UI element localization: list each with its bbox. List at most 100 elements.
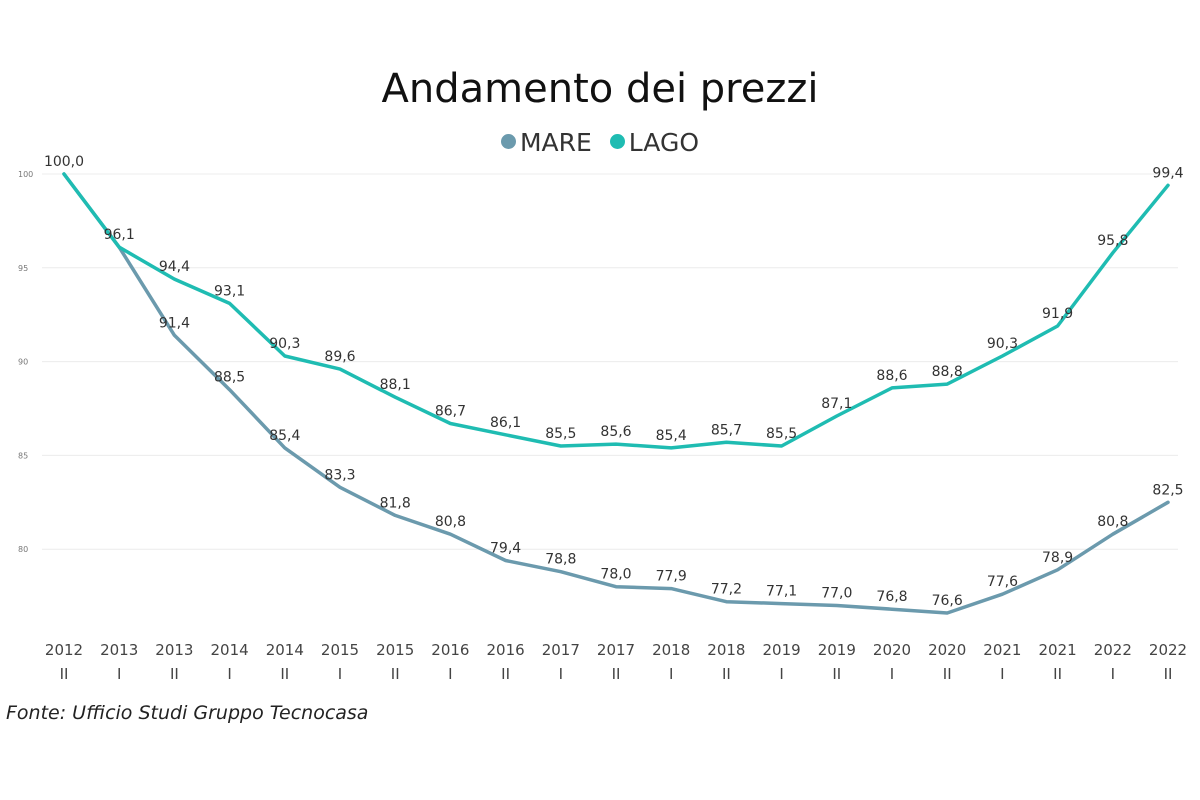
x-tick-half-1: I — [117, 665, 121, 683]
x-tick-year-15: 2020 — [873, 641, 911, 659]
x-tick-year-0: 2012 — [45, 641, 83, 659]
x-tick-year-12: 2018 — [707, 641, 745, 659]
x-tick-half-14: II — [832, 665, 841, 683]
x-tick-half-8: II — [501, 665, 510, 683]
data-label-mare-5: 83,3 — [324, 467, 355, 483]
x-tick-half-20: II — [1164, 665, 1173, 683]
x-tick-half-3: I — [227, 665, 231, 683]
data-label-mare-20: 82,5 — [1152, 482, 1183, 498]
x-tick-year-6: 2015 — [376, 641, 414, 659]
x-tick-year-7: 2016 — [431, 641, 469, 659]
data-label-lago-20: 99,4 — [1152, 165, 1183, 181]
data-label-lago-2: 94,4 — [159, 259, 190, 275]
x-tick-half-10: II — [612, 665, 621, 683]
y-tick-label-90: 90 — [18, 358, 28, 367]
data-label-mare-12: 77,2 — [711, 582, 742, 598]
x-tick-half-19: I — [1111, 665, 1115, 683]
data-label-mare-18: 78,9 — [1042, 550, 1073, 566]
x-tick-year-20: 2022 — [1149, 641, 1187, 659]
data-label-lago-13: 85,5 — [766, 426, 797, 442]
y-axis-ticks: 100 95 90 85 80 — [18, 170, 33, 554]
data-label-lago-0: 100,0 — [44, 154, 84, 170]
legend-dot-lago-icon — [609, 134, 625, 149]
data-label-lago-17: 90,3 — [987, 336, 1018, 352]
data-label-mare-6: 81,8 — [380, 495, 411, 511]
x-tick-year-2: 2013 — [155, 641, 193, 659]
x-tick-half-16: II — [943, 665, 952, 683]
legend-label-mare: MARE — [519, 128, 592, 157]
data-labels: 91,4 88,5 85,4 83,3 81,8 80,8 79,4 78,8 78,0 77,9… — [44, 154, 1184, 609]
x-tick-half-6: II — [391, 665, 400, 683]
data-label-lago-19: 95,8 — [1097, 233, 1128, 249]
y-tick-label-100: 100 — [18, 170, 33, 179]
y-tick-label-80: 80 — [18, 545, 28, 554]
data-label-lago-8: 86,1 — [490, 415, 521, 431]
x-tick-half-13: I — [779, 665, 783, 683]
data-label-lago-7: 86,7 — [435, 404, 466, 420]
legend-label-lago: LAGO — [628, 128, 699, 157]
x-tick-year-11: 2018 — [652, 641, 690, 659]
data-label-lago-6: 88,1 — [380, 377, 411, 393]
data-label-lago-16: 88,8 — [932, 364, 963, 380]
x-tick-half-11: I — [669, 665, 673, 683]
x-tick-year-14: 2019 — [818, 641, 856, 659]
x-tick-year-3: 2014 — [211, 641, 249, 659]
series-line-mare — [62, 172, 1170, 615]
series-line-lago — [62, 172, 1170, 450]
x-tick-half-7: I — [448, 665, 452, 683]
data-label-lago-14: 87,1 — [821, 396, 852, 412]
source-note: Fonte: Ufficio Studi Gruppo Tecnocasa — [6, 702, 369, 724]
x-tick-year-13: 2019 — [763, 641, 801, 659]
x-tick-year-5: 2015 — [321, 641, 359, 659]
data-label-mare-7: 80,8 — [435, 514, 466, 530]
data-label-mare-17: 77,6 — [987, 574, 1018, 590]
data-label-lago-9: 85,5 — [545, 426, 576, 442]
x-tick-year-9: 2017 — [542, 641, 580, 659]
x-tick-year-16: 2020 — [928, 641, 966, 659]
y-tick-label-85: 85 — [18, 451, 28, 460]
data-label-mare-2: 91,4 — [159, 315, 190, 331]
x-tick-half-0: II — [60, 665, 69, 683]
data-label-lago-3: 93,1 — [214, 283, 245, 299]
x-tick-half-17: I — [1000, 665, 1004, 683]
x-tick-year-1: 2013 — [100, 641, 138, 659]
data-label-mare-4: 85,4 — [269, 428, 300, 444]
data-label-mare-14: 77,0 — [821, 585, 852, 601]
data-label-mare-19: 80,8 — [1097, 514, 1128, 530]
data-label-lago-5: 89,6 — [324, 349, 355, 365]
data-label-mare-11: 77,9 — [656, 569, 687, 585]
x-tick-year-18: 2021 — [1039, 641, 1077, 659]
data-label-lago-18: 91,9 — [1042, 306, 1073, 322]
x-tick-half-5: I — [338, 665, 342, 683]
data-label-lago-4: 90,3 — [269, 336, 300, 352]
x-tick-year-8: 2016 — [487, 641, 525, 659]
data-label-mare-9: 78,8 — [545, 552, 576, 568]
chart-title: Andamento dei prezzi — [381, 66, 819, 112]
legend-dot-mare-icon — [500, 134, 516, 149]
x-tick-half-2: II — [170, 665, 179, 683]
data-label-mare-15: 76,8 — [876, 589, 907, 605]
data-label-mare-10: 78,0 — [600, 567, 631, 583]
y-tick-label-95: 95 — [18, 264, 28, 273]
data-label-lago-10: 85,6 — [600, 424, 631, 440]
x-axis-ticks: 2012II2013I2013II2014I2014II2015I2015II2… — [45, 641, 1187, 683]
x-tick-half-12: II — [722, 665, 731, 683]
data-label-mare-3: 88,5 — [214, 370, 245, 386]
x-tick-half-9: I — [559, 665, 563, 683]
gridlines — [42, 173, 1178, 550]
data-label-lago-1: 96,1 — [104, 227, 135, 243]
x-tick-half-15: I — [890, 665, 894, 683]
x-tick-half-4: II — [280, 665, 289, 683]
x-tick-year-10: 2017 — [597, 641, 635, 659]
legend-item-mare[interactable]: MARE — [500, 128, 592, 157]
legend: MARE LAGO — [0, 128, 1200, 157]
data-label-lago-15: 88,6 — [876, 368, 907, 384]
data-label-mare-8: 79,4 — [490, 540, 521, 556]
legend-item-lago[interactable]: LAGO — [609, 128, 699, 157]
x-tick-year-4: 2014 — [266, 641, 304, 659]
data-label-mare-16: 76,6 — [932, 593, 963, 609]
data-label-lago-12: 85,7 — [711, 422, 742, 438]
data-label-lago-11: 85,4 — [656, 428, 687, 444]
x-tick-year-17: 2021 — [983, 641, 1021, 659]
